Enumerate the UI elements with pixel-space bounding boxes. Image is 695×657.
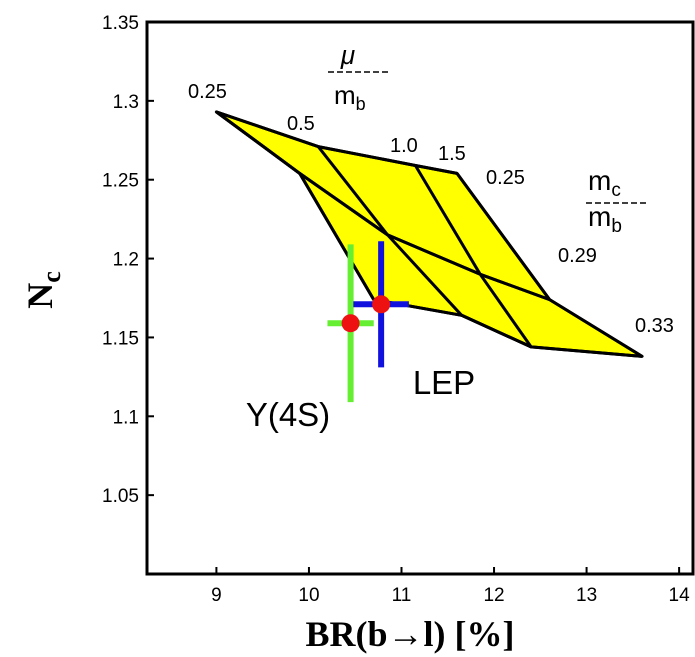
y-axis-title-sub: c: [37, 271, 66, 283]
x-tick-label: 11: [392, 585, 412, 606]
y-tick-label: 1.15: [102, 328, 139, 349]
plot-frame: [145, 20, 695, 576]
y-tick-label: 1.3: [113, 92, 139, 113]
y-axis-title: Nc: [20, 271, 66, 309]
parameter-band: [214, 110, 644, 358]
y-tick-label: 1.35: [102, 13, 139, 34]
mu-symbol: μ: [340, 40, 355, 70]
measurements-layer: [327, 241, 409, 403]
mc-line-0: [215, 110, 458, 175]
measurement-1: [353, 241, 409, 368]
y-axis-title-main: N: [20, 283, 60, 309]
x-tick-label: 13: [576, 585, 597, 606]
mc-numerator-sub: c: [611, 180, 621, 201]
mc-line-2: [373, 298, 643, 358]
y-tick-label: 1.2: [113, 250, 139, 271]
mc-line-label: 0.25: [486, 167, 525, 189]
mc-denominator-sub: b: [611, 216, 622, 237]
data-point: [372, 295, 391, 314]
x-axis-title: BR(b→l) [%]: [306, 614, 515, 654]
mc-line-label: 0.29: [558, 245, 597, 267]
measurement-0: [327, 244, 374, 403]
mu-line-label: 1.5: [438, 143, 466, 165]
mu-denominator-sub: b: [356, 94, 366, 114]
x-tick-label: 12: [483, 585, 504, 606]
mu-line-label: 1.0: [390, 135, 418, 157]
mc-line-1: [298, 172, 551, 302]
y-tick-label: 1.05: [102, 486, 139, 507]
x-tick-label: 10: [298, 585, 319, 606]
lep-label: LEP: [413, 364, 475, 401]
y-tick-label: 1.25: [102, 171, 139, 192]
upsilon-4s-label: Υ(4S): [246, 396, 330, 433]
band-layer: [214, 110, 644, 358]
mc-denominator: mb: [588, 201, 622, 237]
x-tick-label: 14: [669, 585, 691, 606]
data-point: [341, 314, 360, 333]
mu-denominator: mb: [334, 80, 366, 114]
mu-line-label: 0.25: [188, 81, 227, 103]
y-tick-label: 1.1: [113, 407, 139, 428]
axis-ticks: 9 10 11 12 13 14 1.05 1.1 1.15 1.2 1.25 1.3 1.35: [102, 13, 690, 606]
mc-numerator: mc: [588, 165, 621, 201]
grid-lines-layer: [215, 110, 643, 358]
mc-line-label: 0.33: [635, 315, 674, 337]
mu-line-label: 0.5: [287, 113, 315, 135]
x-tick-label: 9: [211, 585, 222, 606]
